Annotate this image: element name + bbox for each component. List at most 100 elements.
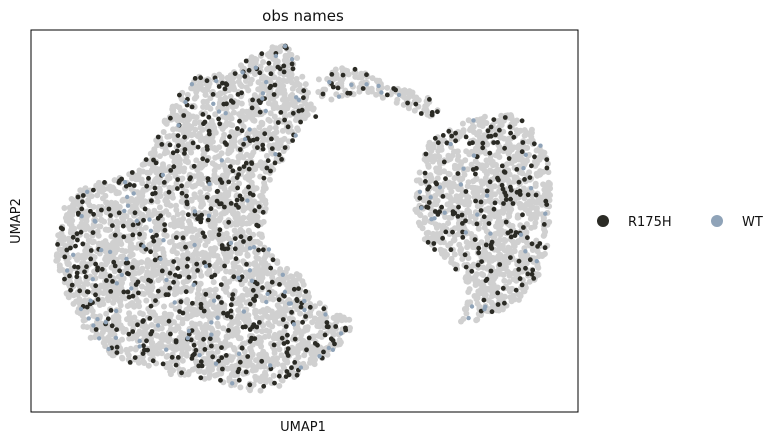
point-r175h: [80, 241, 86, 247]
point-r175h: [210, 92, 216, 97]
background-point: [516, 156, 523, 163]
point-r175h: [493, 132, 498, 138]
background-point: [478, 239, 485, 246]
background-point: [211, 245, 218, 252]
background-point: [275, 145, 282, 152]
point-r175h: [125, 271, 130, 276]
point-wt: [176, 123, 181, 128]
point-r175h: [184, 199, 190, 205]
point-r175h: [108, 213, 113, 218]
point-r175h: [220, 80, 225, 86]
point-r175h: [281, 341, 287, 346]
background-point: [438, 247, 445, 254]
background-point: [487, 167, 494, 174]
background-point: [230, 79, 237, 86]
point-r175h: [130, 222, 136, 228]
background-point: [175, 314, 182, 321]
point-r175h: [148, 249, 154, 255]
background-point: [281, 356, 288, 363]
background-point: [276, 320, 283, 327]
point-r175h: [256, 247, 261, 253]
background-point: [68, 238, 75, 245]
point-wt: [302, 307, 307, 313]
background-point: [183, 306, 190, 313]
background-point: [408, 89, 415, 96]
point-r175h: [519, 149, 525, 155]
point-r175h: [544, 165, 550, 171]
background-point: [316, 300, 323, 307]
point-r175h: [495, 302, 501, 307]
point-r175h: [425, 186, 431, 192]
point-wt: [293, 133, 298, 138]
background-point: [493, 240, 500, 247]
point-r175h: [514, 167, 520, 172]
background-point: [292, 278, 299, 285]
background-point: [411, 107, 418, 114]
background-point: [79, 252, 86, 259]
background-point: [133, 296, 140, 303]
point-r175h: [88, 256, 94, 262]
background-point: [474, 300, 481, 307]
background-point: [165, 211, 172, 218]
background-point: [148, 340, 155, 347]
point-r175h: [177, 92, 182, 98]
point-r175h: [254, 324, 260, 330]
background-point: [183, 284, 190, 291]
point-r175h: [239, 90, 245, 96]
point-r175h: [142, 206, 148, 212]
background-point: [500, 204, 507, 210]
background-point: [384, 84, 391, 91]
background-point: [511, 153, 518, 160]
background-point: [248, 179, 255, 186]
point-r175h: [132, 210, 138, 216]
point-r175h: [260, 209, 266, 215]
point-r175h: [469, 268, 475, 274]
background-point: [158, 350, 165, 357]
point-r175h: [483, 242, 489, 248]
point-r175h: [492, 200, 498, 206]
point-r175h: [506, 156, 512, 161]
point-r175h: [512, 233, 518, 239]
background-point: [473, 317, 480, 324]
background-point: [183, 129, 190, 136]
point-r175h: [152, 185, 158, 191]
point-r175h: [202, 234, 208, 240]
point-r175h: [289, 61, 295, 67]
point-r175h: [462, 252, 468, 258]
background-point: [110, 295, 117, 301]
background-point: [259, 196, 266, 202]
background-point: [515, 214, 522, 221]
background-point: [135, 331, 142, 338]
background-point: [330, 331, 337, 338]
background-point: [263, 379, 269, 385]
point-r175h: [499, 182, 505, 188]
point-wt: [247, 127, 252, 132]
background-point: [491, 183, 498, 190]
point-r175h: [62, 254, 68, 260]
point-r175h: [183, 244, 188, 250]
background-point: [158, 274, 165, 281]
background-point: [445, 152, 452, 159]
point-r175h: [479, 259, 484, 264]
background-point: [163, 335, 170, 342]
background-point: [131, 314, 138, 321]
point-r175h: [510, 201, 516, 206]
background-point: [440, 222, 447, 229]
point-r175h: [432, 135, 438, 141]
point-r175h: [459, 212, 465, 218]
point-wt: [158, 256, 163, 262]
point-r175h: [268, 168, 273, 174]
background-point: [535, 264, 542, 271]
background-point: [226, 114, 233, 121]
point-r175h: [151, 157, 156, 163]
point-r175h: [425, 205, 431, 210]
point-r175h: [130, 232, 136, 238]
point-r175h: [426, 200, 432, 205]
point-wt: [528, 186, 534, 191]
background-point: [498, 122, 505, 128]
point-r175h: [198, 216, 204, 222]
point-r175h: [530, 267, 536, 273]
point-r175h: [218, 377, 223, 383]
point-wt: [428, 195, 433, 200]
